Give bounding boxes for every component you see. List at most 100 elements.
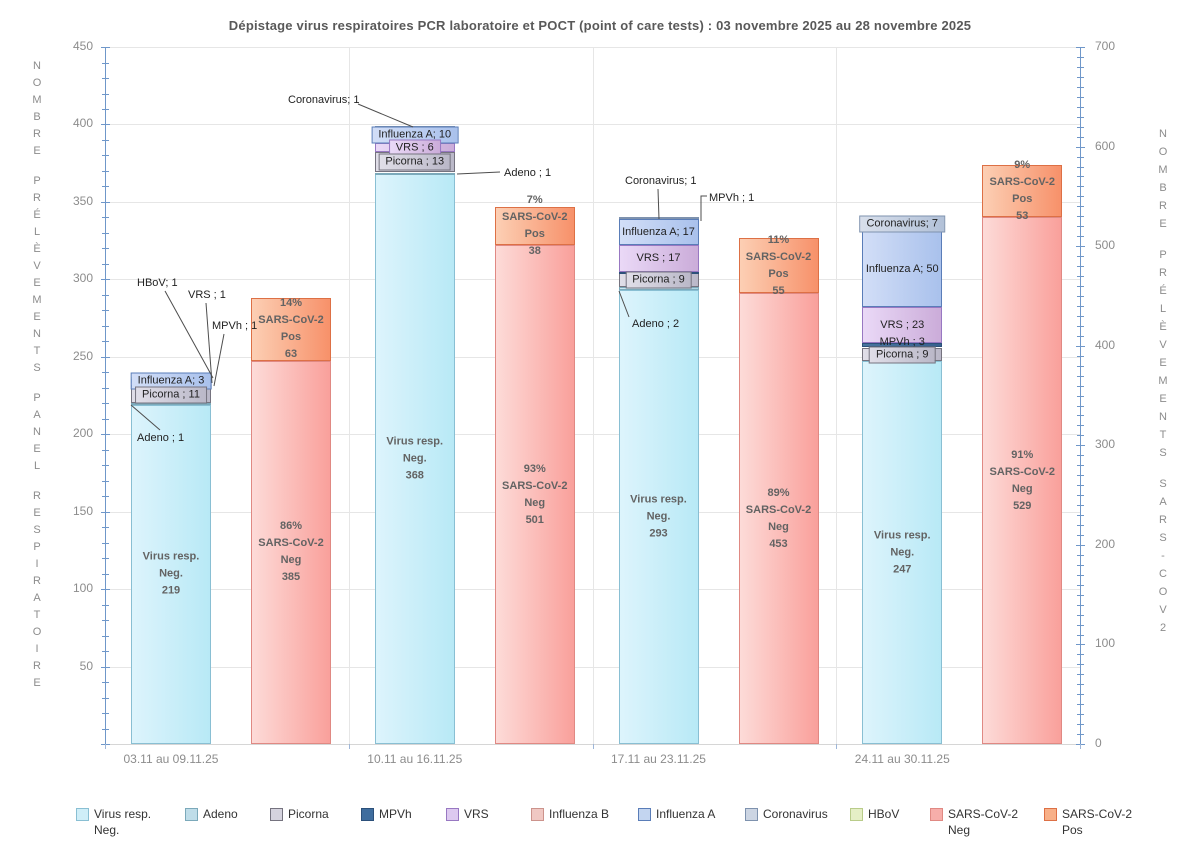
right-axis-tick	[1077, 574, 1084, 576]
axis-title-letter: R	[33, 192, 41, 204]
axis-title-letter: R	[1159, 200, 1167, 212]
left-axis-tick	[102, 217, 109, 219]
axis-title-word-gap	[29, 475, 45, 488]
axis-title-letter: L	[33, 460, 41, 472]
right-axis-tick	[1077, 704, 1084, 706]
left-axis-tick	[102, 682, 109, 683]
left-axis-tick	[102, 139, 109, 141]
left-axis-tick	[102, 558, 109, 560]
axis-title-letter: S	[1159, 478, 1167, 490]
segment-label-vrs-week3: VRS ; 17	[636, 252, 681, 265]
axis-title-letter: E	[1159, 357, 1167, 369]
legend-swatch-mpvh	[361, 808, 374, 821]
left-axis-tick-label: 300	[72, 271, 93, 286]
gridline-vertical	[836, 47, 838, 744]
left-axis-tick	[102, 109, 109, 110]
left-axis-tick	[102, 155, 109, 157]
right-axis-tick	[1077, 654, 1084, 656]
right-axis-tick	[1077, 554, 1084, 556]
right-axis-tick	[1077, 405, 1084, 407]
right-axis-tick-label: 200	[1095, 536, 1116, 551]
left-axis-tick-label: 250	[72, 348, 93, 363]
axis-title-letter: L	[33, 226, 41, 238]
left-axis-line	[105, 47, 106, 744]
right-axis-tick	[1077, 564, 1084, 566]
right-axis-tick	[1077, 116, 1084, 118]
right-axis-tick	[1077, 186, 1084, 188]
legend-item-coronavirus: Coronavirus	[745, 806, 828, 822]
axis-title-letter: E	[33, 311, 41, 323]
right-axis-tick	[1077, 435, 1084, 437]
axis-title-word-gap	[1155, 233, 1171, 246]
axis-title-letter: P	[1159, 249, 1167, 261]
axis-title-letter: È	[1159, 321, 1167, 333]
right-axis-tick	[1077, 106, 1084, 108]
left-axis-tick	[102, 728, 109, 730]
left-axis-tick	[102, 527, 109, 529]
bar-segment-influenza_a-week3	[618, 218, 699, 246]
bar-segment-adeno-week1	[131, 403, 211, 406]
legend-item-influenza_b: Influenza B	[531, 806, 609, 822]
segment-label-influenza_a-week3: Influenza A; 17	[622, 226, 695, 239]
bar-label-sars_pos-week1: 14% SARS-CoV-2 Pos 63	[258, 297, 324, 361]
axis-title-letter: T	[33, 609, 41, 621]
right-axis-tick	[1077, 295, 1084, 297]
right-axis-tick	[1077, 66, 1084, 68]
x-axis-tick	[348, 744, 350, 749]
legend-swatch-influenza_b	[531, 808, 544, 821]
axis-title-letter: O	[1158, 146, 1168, 158]
axis-title-letter: N	[33, 60, 41, 72]
axis-title-letter: L	[1159, 303, 1167, 315]
right-axis-tick	[1076, 544, 1085, 546]
axis-title-letter: S	[33, 362, 41, 374]
right-axis-tick	[1077, 584, 1084, 586]
legend-label-mpvh: MPVh	[379, 807, 412, 821]
right-axis-tick	[1077, 166, 1084, 168]
left-axis-tick	[102, 310, 109, 312]
right-axis-tick	[1076, 146, 1085, 148]
axis-title-letter: M	[1158, 164, 1168, 176]
gridline-vertical	[348, 47, 350, 744]
right-axis-tick	[1077, 256, 1084, 258]
right-axis-tick	[1077, 674, 1084, 676]
left-axis-tick	[102, 542, 109, 544]
right-axis-tick	[1077, 724, 1084, 726]
bar-segment-virus_neg-week3	[618, 290, 699, 744]
left-axis-tick	[102, 232, 109, 234]
right-axis-tick	[1077, 694, 1084, 696]
right-axis-tick	[1077, 425, 1084, 427]
legend-item-vrs: VRS	[446, 806, 489, 822]
axis-title-letter: A	[1159, 496, 1167, 508]
bar-segment-virus_neg-week2	[374, 174, 455, 744]
left-axis-tick	[101, 589, 110, 591]
right-axis-tick	[1077, 475, 1084, 477]
legend-swatch-adeno	[185, 808, 198, 821]
legend-item-adeno: Adeno	[185, 806, 238, 822]
right-axis-tick	[1077, 325, 1084, 327]
bar-label-sars_neg-week2: 93% SARS-CoV-2 Neg 501	[502, 462, 568, 526]
callout-leader-line	[213, 333, 225, 387]
right-axis-tick-label: 700	[1095, 39, 1116, 53]
left-axis-tick	[101, 201, 110, 203]
axis-title-letter: N	[1159, 128, 1167, 140]
right-axis-tick	[1077, 594, 1084, 596]
right-axis-tick	[1077, 614, 1084, 616]
x-axis-label: 10.11 au 16.11.25	[367, 752, 463, 766]
left-axis-tick	[101, 356, 110, 358]
legend-swatch-virus_neg	[76, 808, 89, 821]
legend-label-coronavirus: Coronavirus	[763, 807, 828, 821]
axis-title-letter: T	[33, 345, 41, 357]
axis-title-letter: E	[1159, 393, 1167, 405]
segment-label-influenza_a-week4: Influenza A; 50	[865, 262, 939, 275]
legend-swatch-sars_pos	[1044, 808, 1057, 821]
segment-label-coronavirus-week4: Coronavirus; 7	[859, 215, 946, 233]
right-axis-tick	[1077, 176, 1084, 178]
right-axis-tick-label: 0	[1095, 736, 1102, 750]
right-axis-tick	[1077, 196, 1084, 198]
callout-label-week3: MPVh ; 1	[709, 192, 755, 204]
legend-label-influenza_a: Influenza A	[656, 807, 716, 821]
x-axis-label: 17.11 au 23.11.25	[611, 752, 706, 766]
legend-label-sars_neg: SARS-CoV-2 Neg	[948, 807, 1019, 837]
